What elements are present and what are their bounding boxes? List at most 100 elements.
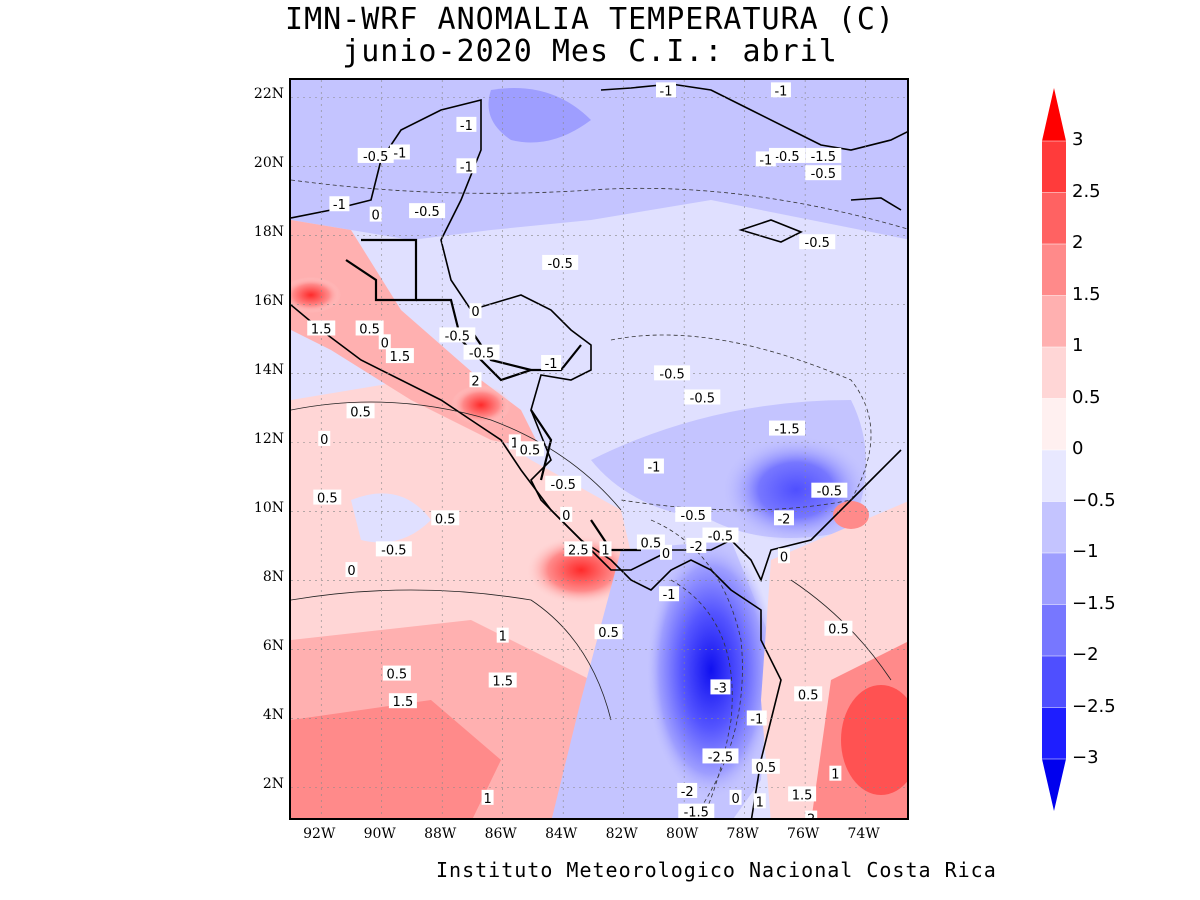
contour-label: -1 xyxy=(643,458,664,476)
svg-text:1: 1 xyxy=(601,543,609,558)
contour-label: -2 xyxy=(773,510,794,527)
colorbar-label: −2.5 xyxy=(1072,695,1116,717)
svg-text:0: 0 xyxy=(372,209,380,224)
contour-label: 0 xyxy=(560,506,573,524)
svg-text:-1.5: -1.5 xyxy=(684,806,709,820)
svg-text:-2.5: -2.5 xyxy=(708,750,733,765)
svg-text:0.5: 0.5 xyxy=(598,626,619,641)
contour-label: 2 xyxy=(805,810,818,820)
svg-text:-1: -1 xyxy=(545,357,558,372)
colorbar-label: −3 xyxy=(1072,747,1099,768)
svg-text:0: 0 xyxy=(662,547,670,562)
lat-tick-label: 2N xyxy=(262,776,284,793)
svg-text:0.5: 0.5 xyxy=(350,405,371,420)
map-canvas: -1-1 -1-0.5 -1-1-10 -0.5-0.5-1 -1.5-0.5-0.5-… xyxy=(291,80,907,820)
svg-text:0.5: 0.5 xyxy=(359,322,380,337)
contour-label: -0.5 xyxy=(811,482,848,500)
contour-label: -0.5 xyxy=(675,506,712,524)
contour-label: 1.5 xyxy=(388,693,417,710)
svg-text:-1: -1 xyxy=(750,712,763,727)
contour-label: 0.5 xyxy=(751,758,780,776)
svg-text:1.5: 1.5 xyxy=(792,788,813,803)
lon-tick-label: 82W xyxy=(605,826,638,842)
contour-label: -1.5 xyxy=(678,803,715,820)
svg-text:-0.5: -0.5 xyxy=(774,150,799,165)
contour-label: 0 xyxy=(369,206,382,224)
colorbar-segment xyxy=(1042,450,1066,502)
colorbar-segment xyxy=(1042,244,1066,296)
svg-text:-1.5: -1.5 xyxy=(811,150,836,165)
contour-label: -1.5 xyxy=(769,420,805,438)
lon-tick-label: 78W xyxy=(726,826,759,842)
colorbar-segment xyxy=(1042,295,1066,348)
svg-text:-0.5: -0.5 xyxy=(469,347,494,362)
contour-labels: -1-1 -1-0.5 -1-1-10 -0.5-0.5-1 -1.5-0.5-0.5-… xyxy=(307,82,853,820)
contour-label: -1 xyxy=(656,82,677,99)
lon-tick-label: 84W xyxy=(545,826,578,842)
svg-text:-1: -1 xyxy=(647,461,660,476)
chiapas-hot-spot xyxy=(291,277,341,313)
contour-label: -1 xyxy=(456,116,477,134)
contour-label: -0.5 xyxy=(684,389,721,407)
svg-text:0.5: 0.5 xyxy=(755,761,776,776)
contour-label: -1 xyxy=(659,586,680,603)
lat-tick-label: 22N xyxy=(253,86,284,103)
svg-text:-1: -1 xyxy=(460,119,473,134)
svg-text:2: 2 xyxy=(807,813,815,820)
svg-text:0.5: 0.5 xyxy=(641,536,662,551)
svg-text:-3: -3 xyxy=(714,681,727,696)
contour-label: -1.5 xyxy=(805,147,842,165)
credit-text: Instituto Meteorologico Nacional Costa R… xyxy=(436,858,997,882)
contour-label: -0.5 xyxy=(439,327,476,344)
svg-text:0.5: 0.5 xyxy=(828,623,849,638)
lon-tick-label: 86W xyxy=(484,826,517,842)
svg-text:0: 0 xyxy=(320,433,328,448)
colorbar-segment xyxy=(1042,347,1066,399)
svg-text:-1: -1 xyxy=(774,84,787,99)
colorbar-label: 0 xyxy=(1072,438,1084,459)
lat-tick-label: 6N xyxy=(262,638,284,655)
svg-text:-1: -1 xyxy=(393,146,406,161)
svg-text:-1: -1 xyxy=(660,84,673,99)
colorbar xyxy=(1042,88,1076,811)
contour-label: -0.5 xyxy=(805,165,842,182)
colorbar-segment xyxy=(1042,501,1066,554)
colorbar-segment xyxy=(1042,656,1066,708)
contour-label: -0.5 xyxy=(769,147,805,165)
svg-text:-2: -2 xyxy=(690,540,703,555)
contour-label: 0 xyxy=(777,548,790,565)
svg-text:0.5: 0.5 xyxy=(798,688,819,703)
colorbar-segment xyxy=(1042,398,1066,451)
colorbar-label: 2.5 xyxy=(1072,180,1101,202)
svg-text:0: 0 xyxy=(381,336,389,351)
svg-text:-0.5: -0.5 xyxy=(381,543,406,558)
svg-text:-1: -1 xyxy=(663,588,676,603)
svg-text:2.5: 2.5 xyxy=(568,543,589,558)
contour-label: 1 xyxy=(481,789,494,807)
contour-label: 1 xyxy=(753,793,766,810)
svg-text:-1: -1 xyxy=(460,160,473,175)
contour-label: -3 xyxy=(710,679,731,696)
lon-tick-label: 92W xyxy=(303,826,336,842)
colorbar-label: −1 xyxy=(1072,541,1099,562)
lat-tick-label: 10N xyxy=(253,500,284,517)
contour-label: 1.5 xyxy=(488,672,517,690)
svg-text:-0.5: -0.5 xyxy=(363,150,388,165)
svg-text:-2: -2 xyxy=(777,512,790,527)
contour-label: -0.5 xyxy=(654,365,691,382)
svg-text:-0.5: -0.5 xyxy=(445,329,470,344)
svg-text:0.5: 0.5 xyxy=(317,492,338,507)
svg-text:1.5: 1.5 xyxy=(492,675,513,690)
svg-text:0: 0 xyxy=(347,564,355,579)
lon-tick-label: 88W xyxy=(424,826,457,842)
svg-text:1: 1 xyxy=(499,630,507,645)
svg-text:1: 1 xyxy=(831,768,839,783)
contour-label: -0.5 xyxy=(545,475,582,493)
lat-tick-label: 20N xyxy=(253,155,284,172)
colombia-hot-spot xyxy=(841,685,907,795)
lon-tick-label: 76W xyxy=(787,826,820,842)
svg-text:-0.5: -0.5 xyxy=(708,530,733,545)
contour-label: 0.5 xyxy=(824,620,853,638)
colorbar-label: 0.5 xyxy=(1072,386,1101,408)
colombia-cold-core xyxy=(646,540,776,800)
